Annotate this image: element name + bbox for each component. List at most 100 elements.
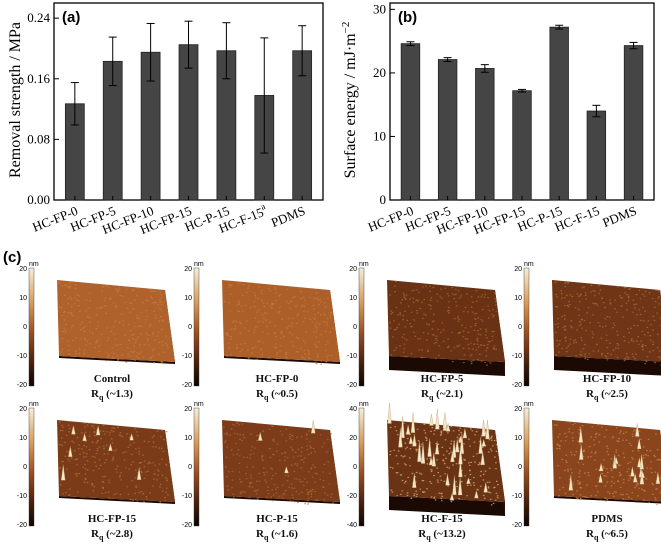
afm-texture bbox=[58, 420, 169, 503]
colorbar-tick-label: 0 bbox=[518, 464, 522, 471]
afm-surface-side bbox=[59, 496, 175, 504]
colorbar bbox=[28, 407, 35, 527]
chart-b-x-labels: HC-FP-0HC-FP-5HC-FP-10HC-FP-15HC-P-15HC-… bbox=[366, 203, 639, 237]
chart-b-y-axis-title-main: Surface energy / mJ·m bbox=[342, 33, 359, 179]
colorbar-tick-label: -10 bbox=[182, 353, 192, 360]
afm-peak bbox=[451, 439, 457, 458]
roughness-value: (~2.8) bbox=[103, 528, 133, 540]
afm-texture bbox=[223, 422, 334, 505]
colorbar-tick-label: 20 bbox=[514, 406, 522, 413]
afm-peak bbox=[431, 452, 436, 467]
roughness-subscript: q bbox=[98, 393, 104, 403]
afm-peak bbox=[612, 459, 617, 469]
afm-peak bbox=[435, 408, 440, 430]
chart-b-y-axis-title: Surface energy / mJ·m−2 bbox=[340, 22, 359, 179]
colorbar-tick-label: -10 bbox=[17, 353, 27, 360]
bar bbox=[586, 110, 607, 201]
afm-peak bbox=[637, 457, 642, 468]
chart-a-bars bbox=[64, 20, 313, 201]
colorbar-tick-label: -40 bbox=[347, 522, 357, 529]
colorbar-tick-label: 0 bbox=[23, 464, 27, 471]
y-tick-label: 20 bbox=[373, 65, 386, 80]
chart-a-x-labels: HC-FP-0HC-FP-5HC-FP-10HC-FP-15HC-P-15HC-… bbox=[30, 201, 307, 237]
colorbar-tick-label: 40 bbox=[349, 406, 357, 413]
bar bbox=[512, 90, 532, 201]
afm-texture bbox=[389, 280, 498, 366]
afm-peak bbox=[458, 445, 463, 465]
colorbar-tick-label: 10 bbox=[184, 295, 192, 302]
colorbar-tick-label: 10 bbox=[19, 435, 27, 442]
afm-peak bbox=[455, 438, 460, 453]
error-bar bbox=[298, 25, 307, 77]
afm-peak bbox=[420, 441, 426, 464]
afm-peak bbox=[481, 419, 486, 437]
roughness-symbol: R bbox=[91, 388, 99, 400]
bar bbox=[437, 59, 458, 201]
colorbar-tick-label: -20 bbox=[512, 382, 522, 389]
bar bbox=[623, 45, 644, 201]
y-tick-label: 0.00 bbox=[27, 192, 50, 207]
afm-peak bbox=[630, 466, 635, 477]
colorbar bbox=[523, 267, 530, 387]
bar bbox=[549, 26, 569, 201]
colorbar-unit: nm bbox=[29, 261, 39, 268]
x-tick-label-text: PDMS bbox=[269, 203, 307, 230]
roughness-symbol: R bbox=[421, 388, 429, 400]
x-tick-label-text: PDMS bbox=[600, 203, 638, 230]
afm-texture bbox=[389, 422, 499, 506]
roughness-symbol: R bbox=[256, 388, 264, 400]
afm-peak bbox=[410, 412, 416, 433]
afm-peak bbox=[458, 460, 463, 478]
colorbar-unit: nm bbox=[194, 261, 204, 268]
afm-peak bbox=[412, 433, 417, 447]
afm-peak bbox=[108, 443, 113, 451]
colorbar-tick-label: 10 bbox=[514, 295, 522, 302]
afm-images: nm20100-10-20nm20100-10-20nm20100-10-20n… bbox=[17, 261, 661, 529]
error-bar bbox=[592, 104, 601, 118]
afm-caption: HC-P-15 Rq (~1.6) bbox=[202, 512, 352, 545]
x-tick-label: PDMS bbox=[269, 203, 307, 230]
afm-peak bbox=[429, 414, 434, 426]
colorbar-tick-label: 0 bbox=[353, 324, 357, 331]
afm-peak bbox=[387, 403, 392, 424]
colorbar-tick-label: -10 bbox=[17, 493, 27, 500]
afm-roughness: Rq (~6.5) bbox=[532, 527, 661, 545]
bar bbox=[400, 43, 421, 201]
chart-b-y-ticks: 0 10 20 30 bbox=[373, 1, 395, 207]
roughness-symbol: R bbox=[586, 388, 594, 400]
colorbar-unit: nm bbox=[359, 401, 369, 408]
roughness-symbol: R bbox=[256, 528, 264, 540]
roughness-symbol: R bbox=[418, 528, 427, 540]
afm-sample-name: HC-FP-15 bbox=[87, 513, 137, 525]
colorbar bbox=[193, 267, 200, 387]
roughness-value: (~1.3) bbox=[103, 388, 133, 400]
error-bar bbox=[146, 22, 155, 82]
afm-roughness: Rq (~1.3) bbox=[37, 387, 187, 405]
colorbar-unit: nm bbox=[29, 401, 39, 408]
colorbar-tick-label: -10 bbox=[347, 353, 357, 360]
afm-sample-name: HC-FP-5 bbox=[420, 373, 464, 385]
chart-b: 0 10 20 30 HC-FP-0HC-FP-5HC-FP-10HC-FP-15HC… bbox=[340, 1, 655, 237]
afm-peak bbox=[450, 451, 455, 463]
afm-roughness: Rq (~13.2) bbox=[367, 527, 517, 545]
colorbar-tick-label: -20 bbox=[17, 522, 27, 529]
afm-peak bbox=[579, 444, 584, 460]
colorbar-tick-label: 20 bbox=[349, 266, 357, 273]
roughness-subscript: q bbox=[593, 533, 599, 543]
error-bar bbox=[518, 88, 526, 93]
error-bar bbox=[70, 82, 79, 126]
error-bar bbox=[260, 37, 269, 154]
afm-peak bbox=[474, 490, 479, 499]
error-bar bbox=[406, 41, 415, 47]
colorbar bbox=[193, 407, 200, 527]
colorbar-tick-label: -20 bbox=[17, 382, 27, 389]
afm-sample-name: HC-F-15 bbox=[421, 513, 463, 525]
afm-caption: HC-FP-10 Rq (~2.5) bbox=[532, 372, 661, 405]
afm-sample-name: PDMS bbox=[591, 513, 623, 525]
afm-sample-name: HC-FP-10 bbox=[582, 373, 632, 385]
y-tick-label: 0.08 bbox=[27, 131, 50, 146]
afm-peak bbox=[71, 425, 76, 435]
